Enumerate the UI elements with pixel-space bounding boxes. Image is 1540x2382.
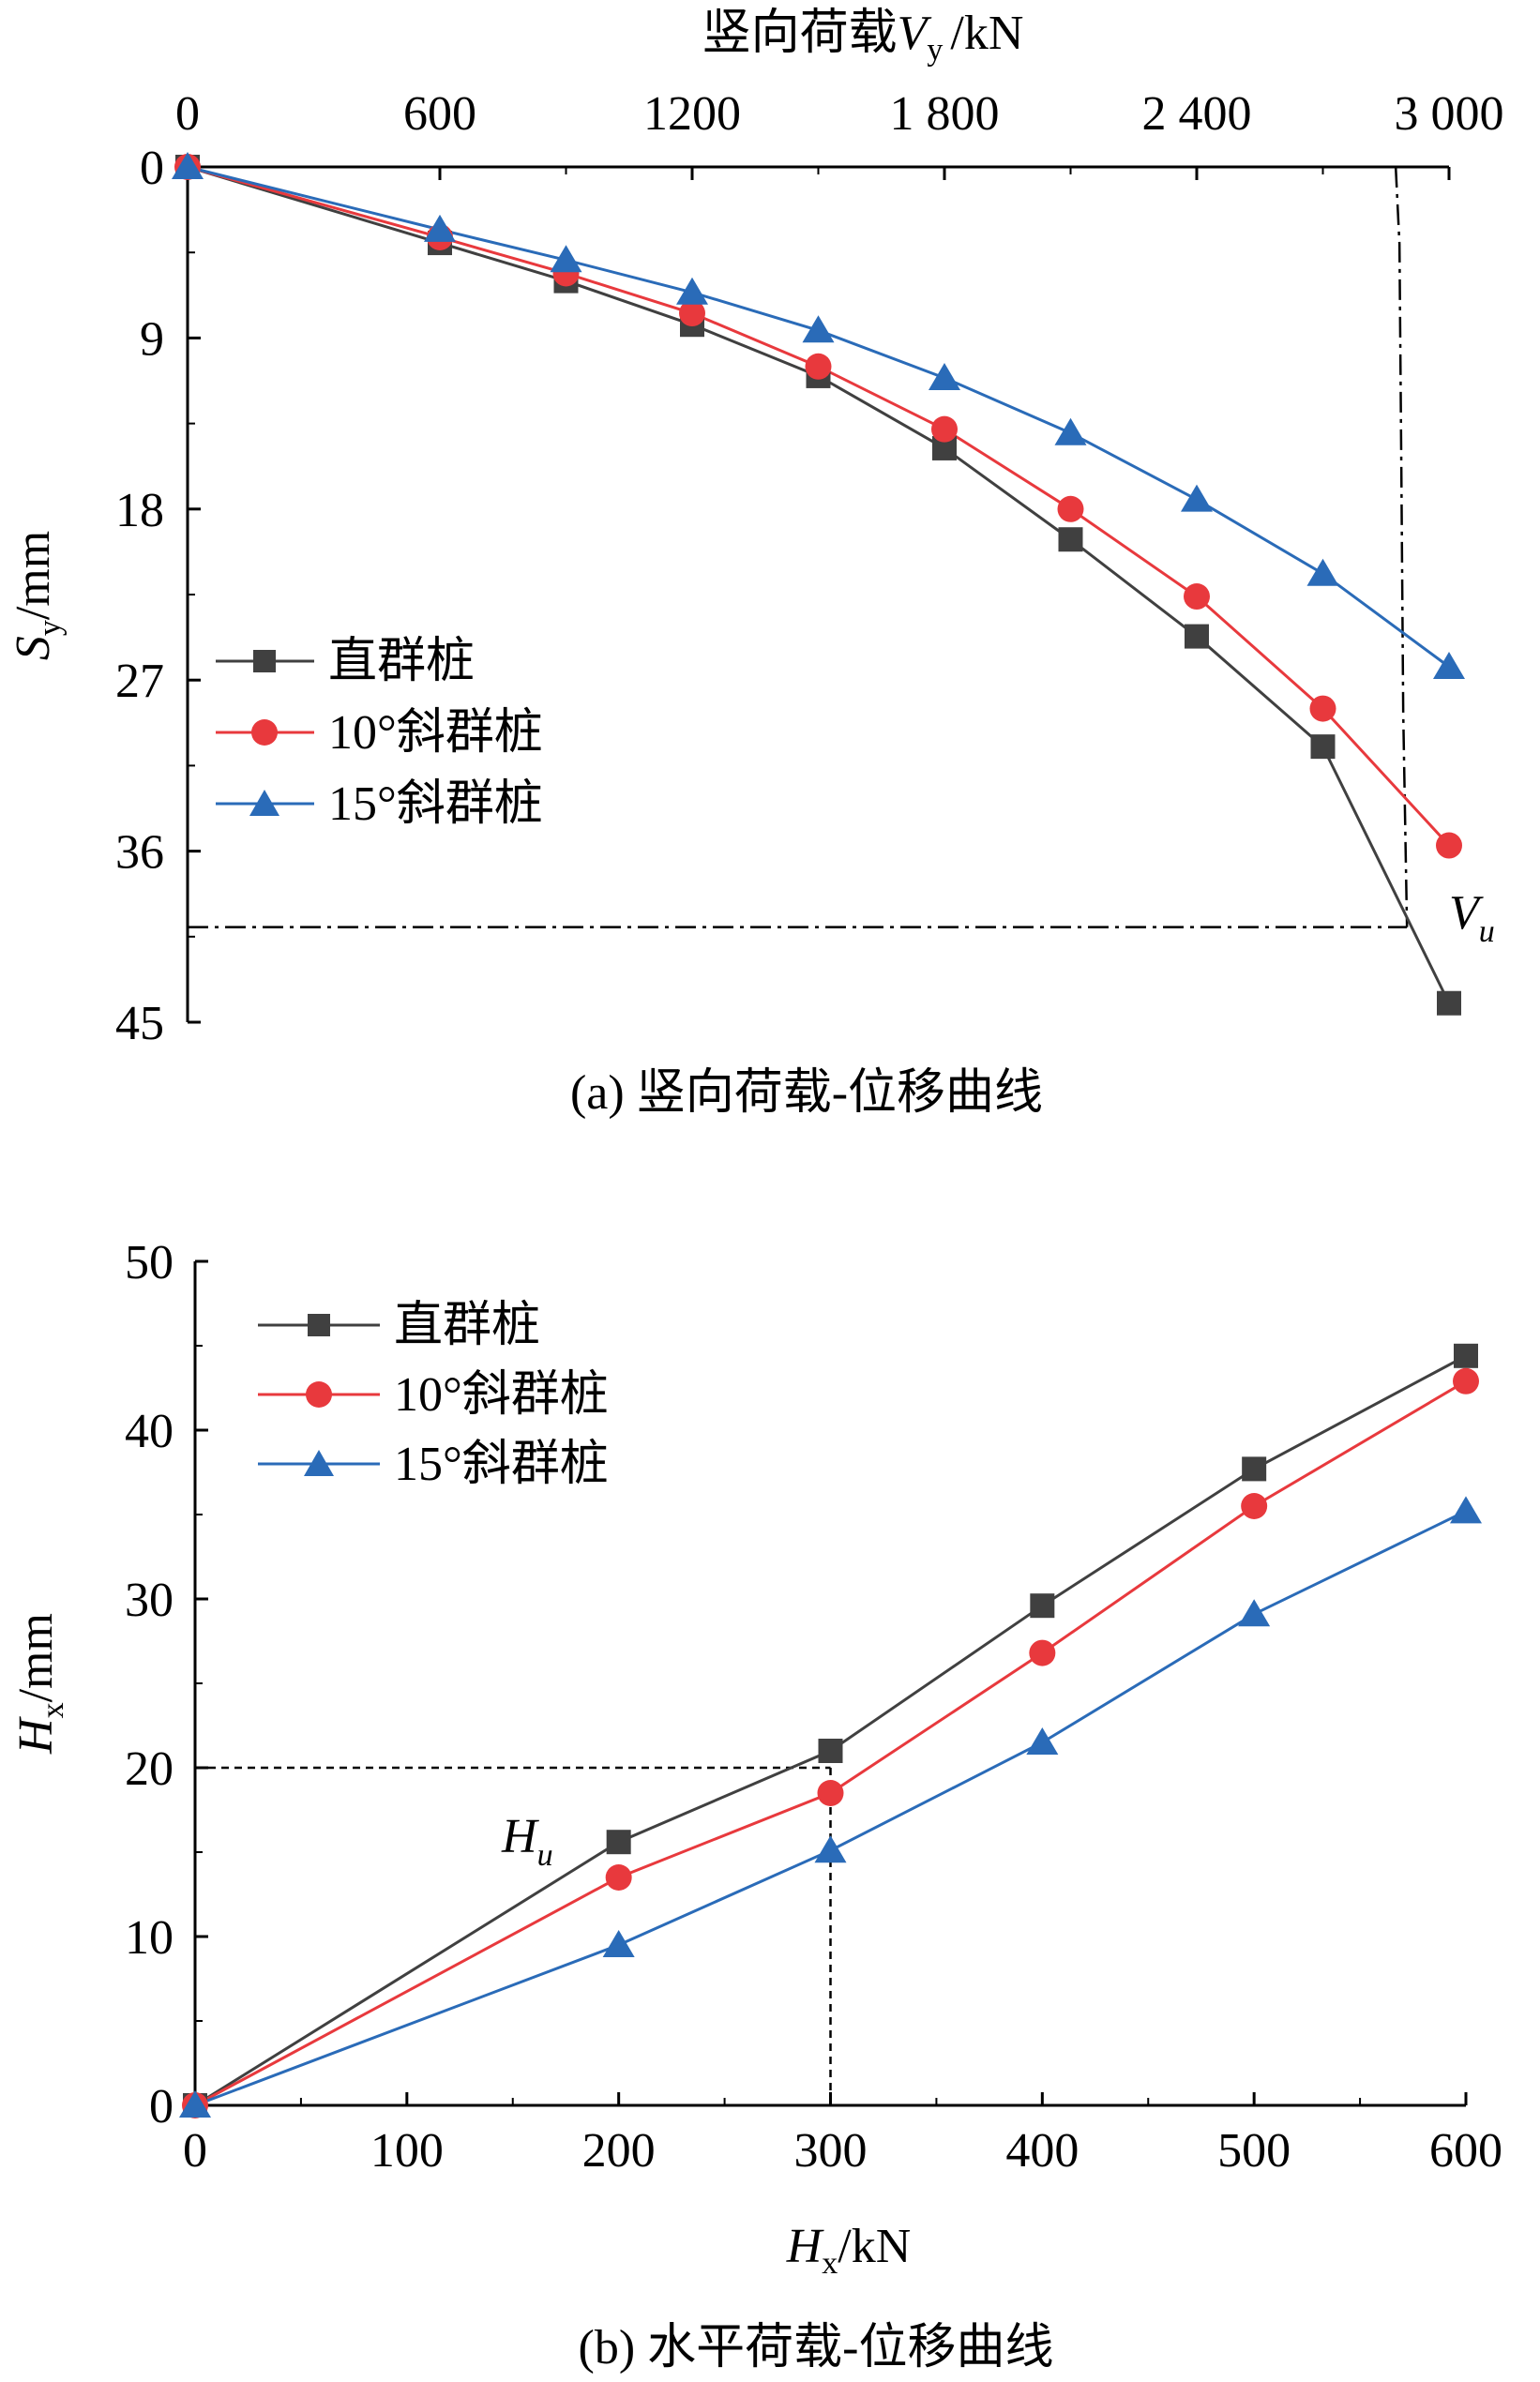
chart-b-series-1-point [1454,1343,1478,1368]
chart-a-series-2-point [1184,583,1210,611]
chart-a-y-tick-label: 27 [115,655,164,708]
chart-b-series-2-point [605,1864,632,1891]
chart-a-series-3-point [676,277,708,305]
chart-b-series-3-point [602,1930,635,1957]
chart-b-series-3-point [1238,1599,1271,1627]
chart-b-series-3-point [814,1835,847,1863]
chart-b-series-1-point [818,1739,843,1763]
chart-a-y-tick-label: 45 [115,997,164,1050]
chart-a-caption: (a) 竖向荷载-位移曲线 [570,1066,1043,1120]
chart-b-series-2-point [1029,1639,1056,1666]
svg-text:10°斜群桩: 10°斜群桩 [394,1368,609,1422]
chart-b-y-tick-label: 10 [125,1911,174,1965]
chart-a-series-1-point [1437,990,1461,1016]
chart-b-y-tick-label: 50 [125,1236,174,1289]
chart-a-x-tick-label: 1200 [643,87,741,141]
chart-b-series-3-point [1450,1496,1482,1524]
chart-b-y-tick-label: 40 [125,1405,174,1458]
chart-a-series-2-point [1309,695,1336,722]
chart-b-series-1-point [1242,1456,1267,1482]
chart-b-series-line-3 [194,1510,1467,2107]
chart-a-vu-vertical-guide [1394,166,1409,927]
chart-a-series-2-point [1436,832,1462,859]
chart-a-y-tick-label: 36 [115,826,164,880]
svg-text:10°斜群桩: 10°斜群桩 [328,706,543,760]
chart-b-hu-annotation: Hu [501,1810,553,1873]
chart-a-x-tick-label: 0 [175,87,200,141]
chart-a-x-tick-label: 2 400 [1142,87,1252,141]
svg-text:直群桩: 直群桩 [394,1299,540,1352]
chart-b-x-tick-label: 200 [582,2124,656,2178]
chart-a-y-tick-label: 0 [140,142,164,195]
chart-b-legend-item-1: 直群桩 [258,1299,540,1352]
chart-a-series-3-point [1433,652,1465,680]
chart-a-series-1-point [1058,527,1083,552]
chart-a-x-axis-title: 竖向荷载Vy/kN [702,7,1024,68]
chart-a-series-3-point [802,315,835,343]
chart-b-y-tick-label: 20 [125,1742,174,1796]
chart-a-x-tick-label: 3 000 [1395,87,1504,141]
svg-text:直群桩: 直群桩 [328,635,475,688]
chart-a-series-3-point [1181,484,1213,512]
vertical-load-chart: 竖向荷载Vy/kN Sy/mm 0 600 1200 1 800 2 400 3 000 0… [7,7,1504,1120]
chart-b-series-2-point [1453,1367,1479,1395]
chart-a-series-3-point [1306,558,1339,586]
chart-a-series-3-point [172,152,204,179]
chart-b-series-line-2 [194,1379,1467,2107]
chart-a-series-line-2 [187,165,1451,847]
chart-a-legend-item-3: 15°斜群桩 [216,777,543,831]
chart-b-x-tick-label: 600 [1429,2124,1502,2178]
chart-b-legend: 直群桩 10°斜群桩 15°斜群桩 [258,1299,609,1491]
chart-a-legend: 直群桩 10°斜群桩 15°斜群桩 [216,635,543,831]
chart-b-y-tick-label: 30 [125,1574,174,1627]
chart-b-x-tick-label: 500 [1217,2124,1291,2178]
chart-b-y-tick-label: 0 [149,2080,174,2133]
chart-a-series-2-point [679,300,705,327]
chart-b-legend-item-2: 10°斜群桩 [258,1368,609,1422]
chart-a-legend-item-2: 10°斜群桩 [216,706,543,760]
chart-a-series-line-1 [187,165,1451,1004]
chart-b-series-1-point [606,1830,631,1855]
svg-text:15°斜群桩: 15°斜群桩 [328,777,543,831]
chart-b-series-2-point [817,1780,844,1806]
chart-a-vu-annotation: Vu [1449,886,1495,949]
horizontal-load-chart: 0 100 200 300 400 500 600 0 10 20 30 40 50 Hx/kN Hx/… [9,1236,1502,2374]
chart-b-x-tick-label: 300 [794,2124,868,2178]
svg-text:15°斜群桩: 15°斜群桩 [394,1438,609,1491]
chart-a-series-3-point [929,362,960,390]
chart-b-series-2-point [1241,1493,1268,1519]
chart-a-x-tick-label: 600 [403,87,476,141]
chart-b-legend-item-3: 15°斜群桩 [258,1438,609,1491]
chart-b-x-tick-label: 0 [183,2124,207,2178]
chart-a-x-tick-label: 1 800 [890,87,1000,141]
chart-b-series-3-point [1026,1727,1059,1755]
chart-b-x-tick-label: 100 [370,2124,444,2178]
chart-a-series-3-point [550,245,582,273]
chart-b-caption: (b) 水平荷载-位移曲线 [579,2321,1054,2374]
chart-a-legend-item-1: 直群桩 [216,635,475,688]
chart-b-x-tick-label: 400 [1005,2124,1079,2178]
chart-a-y-axis-title: Sy/mm [7,531,68,660]
chart-b-series-1-point [1030,1593,1055,1619]
chart-a-series-3-point [1054,417,1087,445]
chart-a-y-tick-label: 18 [115,484,164,537]
chart-a-series-line-3 [187,165,1450,669]
chart-a-series-2-point [931,415,958,443]
chart-a-series-2-point [1057,495,1084,522]
chart-b-y-axis-title: Hx/mm [9,1613,70,1755]
chart-b-x-axis-title: Hx/kN [786,2220,912,2281]
chart-a-series-3-point [424,214,456,242]
chart-b-series-3-point [179,2090,211,2118]
chart-a-y-tick-label: 9 [140,312,164,366]
chart-b-series-line-1 [194,1354,1467,2107]
chart-a-series-1-point [1185,624,1209,649]
chart-a-series-1-point [1310,734,1336,760]
chart-a-series-2-point [805,353,832,380]
